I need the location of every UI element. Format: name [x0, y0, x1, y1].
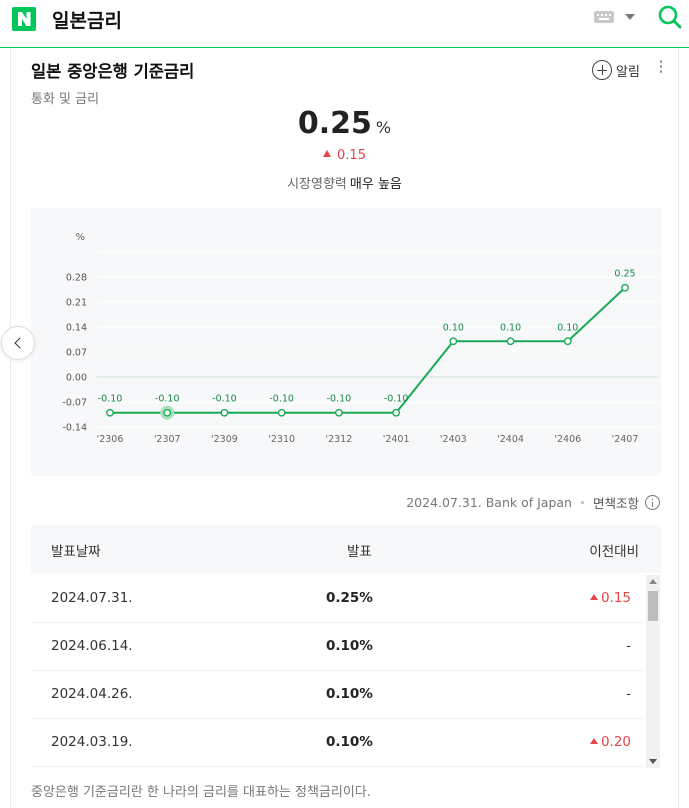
data-point: [506, 337, 515, 346]
table-scrollbar[interactable]: [646, 575, 660, 768]
row-date: 2024.04.26.: [51, 686, 133, 702]
alarm-button[interactable]: 알림: [592, 59, 640, 81]
y-tick-label: 0.07: [66, 348, 87, 359]
row-date: 2024.06.14.: [51, 638, 133, 654]
table-row: 2024.03.19. 0.10% 0.20: [31, 719, 643, 767]
row-rate: 0.25%: [326, 590, 373, 606]
x-tick-label: '2306: [97, 434, 124, 445]
data-label: 0.10: [500, 322, 521, 333]
row-date: 2024.03.19.: [51, 734, 133, 750]
row-prev: 0.15: [589, 590, 631, 606]
x-tick-label: '2406: [554, 434, 581, 445]
y-axis-unit: %: [75, 232, 85, 243]
y-tick-label: 0.28: [66, 273, 87, 284]
rate-change-value: 0.15: [337, 148, 366, 163]
current-rate: 0.25%: [11, 106, 678, 141]
card-title[interactable]: 일본 중앙은행 기준금리: [31, 62, 195, 81]
row-prev-value: 0.15: [600, 590, 631, 606]
data-point: [621, 283, 629, 292]
line-chart-svg: % 0.28 0.21 0.14 0.07 0.00 -0.07 -0.14 -0.10 '230…: [62, 232, 659, 445]
x-tick-label: '2403: [440, 434, 467, 445]
up-triangle-icon: [589, 594, 598, 600]
y-tick-label: 0.14: [66, 323, 87, 334]
keyboard-icon[interactable]: [594, 11, 614, 23]
naver-logo[interactable]: [12, 7, 36, 31]
row-prev-value: -: [626, 686, 631, 702]
x-tick-label: '2404: [497, 434, 524, 445]
data-label: -0.10: [327, 394, 352, 405]
data-label: -0.10: [155, 394, 180, 405]
table-header: 발표날짜 발표 이전대비: [31, 525, 661, 573]
plus-circle-icon: [592, 60, 612, 80]
data-label: -0.10: [212, 394, 237, 405]
search-header: 일본금리: [0, 0, 689, 48]
x-tick-label: '2310: [268, 434, 295, 445]
data-point: [163, 408, 172, 417]
row-rate: 0.10%: [326, 686, 373, 702]
interest-rate-card: 일본 중앙은행 기준금리 통화 및 금리 알림 0.25% 0.15 시장영향력…: [10, 48, 679, 808]
separator-dot: [580, 501, 584, 504]
table-row: 2024.04.26. 0.10% -: [31, 671, 643, 719]
data-label: 0.25: [614, 269, 635, 280]
disclaimer-link[interactable]: 면책조항: [592, 496, 639, 511]
scroll-down-arrow-icon[interactable]: [649, 759, 657, 764]
data-point: [220, 408, 229, 417]
row-date: 2024.07.31.: [51, 590, 133, 606]
chevron-down-icon[interactable]: [625, 14, 635, 20]
footnote: 중앙은행 기준금리란 한 나라의 금리를 대표하는 정책금리이다.: [31, 785, 371, 800]
header-date: 발표날짜: [51, 544, 101, 560]
data-point: [106, 408, 114, 417]
data-label: -0.10: [384, 394, 409, 405]
scroll-up-arrow-icon[interactable]: [649, 579, 657, 584]
market-impact: 시장영향력 매우 높음: [11, 173, 678, 192]
more-vertical-icon[interactable]: [659, 60, 663, 76]
row-prev: 0.20: [589, 734, 631, 750]
row-prev-value: -: [626, 638, 631, 654]
x-tick-label: '2312: [325, 434, 352, 445]
data-point: [392, 408, 401, 417]
data-label: 0.10: [557, 322, 578, 333]
rate-change: 0.15: [11, 148, 678, 163]
x-tick-label: '2307: [154, 434, 181, 445]
x-tick-label: '2309: [211, 434, 238, 445]
y-tick-label: 0.21: [66, 298, 87, 309]
source-text: 2024.07.31. Bank of Japan: [406, 495, 572, 510]
alarm-label: 알림: [616, 64, 640, 80]
y-tick-label: -0.14: [62, 423, 87, 434]
rate-chart[interactable]: % 0.28 0.21 0.14 0.07 0.00 -0.07 -0.14 -0.10 '230…: [31, 208, 661, 476]
card-subtitle: 통화 및 금리: [31, 92, 100, 107]
data-point: [449, 337, 458, 346]
table-row: 2024.07.31. 0.25% 0.15: [31, 575, 643, 623]
prev-card-arrow-icon[interactable]: [1, 326, 35, 360]
data-label: -0.10: [98, 394, 123, 405]
data-point: [334, 408, 343, 417]
announcement-table: 발표날짜 발표 이전대비 2024.07.31. 0.25% 0.15 2024…: [31, 525, 661, 770]
y-tick-label: -0.07: [62, 398, 87, 409]
source-line: 2024.07.31. Bank of Japan 면책조항: [406, 493, 660, 512]
row-rate: 0.10%: [326, 734, 373, 750]
row-prev-value: 0.20: [600, 734, 631, 750]
rate-number: 0.25: [297, 106, 372, 141]
data-label: -0.10: [269, 394, 294, 405]
row-rate: 0.10%: [326, 638, 373, 654]
impact-label: 시장영향력: [287, 177, 347, 192]
info-icon[interactable]: [645, 495, 660, 510]
x-tick-label: '2407: [612, 434, 639, 445]
header-prev: 이전대비: [589, 544, 639, 560]
up-triangle-icon: [589, 738, 598, 744]
header-rate: 발표: [347, 544, 372, 560]
up-triangle-icon: [323, 150, 332, 157]
search-query[interactable]: 일본금리: [52, 10, 122, 32]
search-icon[interactable]: [657, 4, 683, 30]
data-point: [563, 337, 572, 346]
data-point: [277, 408, 286, 417]
data-label: 0.10: [443, 322, 464, 333]
series-line: [110, 286, 626, 414]
x-tick-label: '2401: [383, 434, 410, 445]
rate-unit: %: [375, 118, 392, 137]
y-tick-label: 0.00: [66, 373, 87, 384]
table-row: 2024.06.14. 0.10% -: [31, 623, 643, 671]
scroll-thumb[interactable]: [648, 591, 658, 621]
impact-value: 매우 높음: [349, 177, 402, 192]
